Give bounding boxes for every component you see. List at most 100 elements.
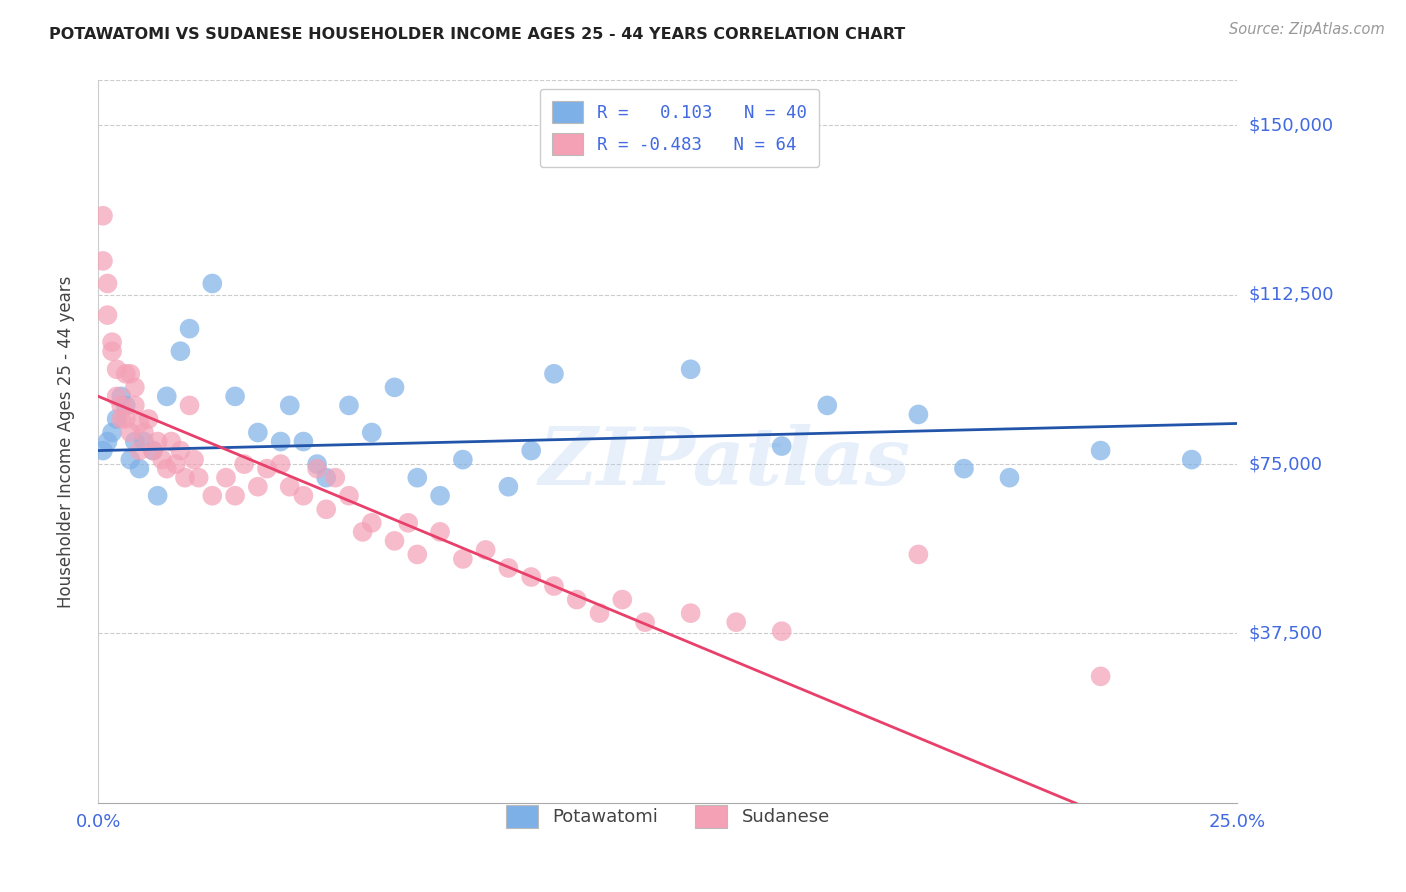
Point <box>246 480 269 494</box>
Point <box>105 389 128 403</box>
Point <box>179 398 201 412</box>
Point <box>110 389 132 403</box>
Point <box>634 615 657 630</box>
Point <box>201 277 224 291</box>
Point <box>725 615 748 630</box>
Point <box>907 548 929 562</box>
Point <box>142 443 165 458</box>
Point <box>132 434 155 449</box>
Point <box>612 592 634 607</box>
Point <box>110 412 132 426</box>
Point <box>120 425 142 440</box>
Point <box>124 380 146 394</box>
Point <box>337 489 360 503</box>
Point <box>256 461 278 475</box>
Point <box>292 489 315 503</box>
Point <box>142 443 165 458</box>
Point <box>224 489 246 503</box>
Point <box>588 606 610 620</box>
Point <box>224 389 246 403</box>
Point <box>352 524 374 539</box>
Point <box>174 470 197 484</box>
Point <box>146 434 169 449</box>
Point <box>101 335 124 350</box>
Point <box>165 457 187 471</box>
Point <box>543 579 565 593</box>
Point <box>1181 452 1204 467</box>
Point <box>520 570 543 584</box>
Point <box>91 253 114 268</box>
Point <box>215 470 238 484</box>
Point <box>451 452 474 467</box>
Point <box>105 362 128 376</box>
Point <box>384 380 406 394</box>
Point <box>91 209 114 223</box>
Point <box>96 434 118 449</box>
Point <box>132 425 155 440</box>
Point <box>565 592 588 607</box>
Point <box>953 461 976 475</box>
Point <box>451 552 474 566</box>
Point <box>498 561 520 575</box>
Point <box>292 434 315 449</box>
Point <box>1090 669 1112 683</box>
Point <box>96 308 118 322</box>
Point <box>105 412 128 426</box>
Text: $112,500: $112,500 <box>1249 285 1334 304</box>
Point <box>233 457 256 471</box>
Point <box>114 412 136 426</box>
Point <box>406 470 429 484</box>
Text: Source: ZipAtlas.com: Source: ZipAtlas.com <box>1229 22 1385 37</box>
Point <box>114 398 136 412</box>
Point <box>360 516 382 530</box>
Point <box>270 434 292 449</box>
Text: ZIPatlas: ZIPatlas <box>538 425 911 502</box>
Point <box>1090 443 1112 458</box>
Point <box>384 533 406 548</box>
Y-axis label: Householder Income Ages 25 - 44 years: Householder Income Ages 25 - 44 years <box>56 276 75 607</box>
Point <box>183 452 205 467</box>
Text: POTAWATOMI VS SUDANESE HOUSEHOLDER INCOME AGES 25 - 44 YEARS CORRELATION CHART: POTAWATOMI VS SUDANESE HOUSEHOLDER INCOM… <box>49 27 905 42</box>
Point <box>498 480 520 494</box>
Point <box>337 398 360 412</box>
Point <box>360 425 382 440</box>
Point <box>679 362 702 376</box>
Point <box>124 398 146 412</box>
Point <box>201 489 224 503</box>
Point <box>998 470 1021 484</box>
Point <box>128 443 150 458</box>
Point <box>520 443 543 458</box>
Point <box>110 398 132 412</box>
Point <box>179 321 201 335</box>
Text: $75,000: $75,000 <box>1249 455 1323 473</box>
Point <box>128 461 150 475</box>
Point <box>278 398 301 412</box>
Point <box>315 470 337 484</box>
Point <box>270 457 292 471</box>
Text: $150,000: $150,000 <box>1249 117 1333 135</box>
Point <box>307 457 329 471</box>
Point <box>278 480 301 494</box>
Point <box>770 624 793 639</box>
Point <box>679 606 702 620</box>
Point <box>156 461 179 475</box>
Point <box>96 277 118 291</box>
Point <box>187 470 209 484</box>
Point <box>307 461 329 475</box>
Point <box>91 443 114 458</box>
Point <box>128 417 150 431</box>
Point <box>146 489 169 503</box>
Point <box>246 425 269 440</box>
Point <box>156 389 179 403</box>
Point <box>429 489 451 503</box>
Point <box>406 548 429 562</box>
Point <box>120 367 142 381</box>
Point <box>150 452 173 467</box>
Point <box>474 542 496 557</box>
Point <box>101 425 124 440</box>
Point <box>138 412 160 426</box>
Point <box>907 408 929 422</box>
Point <box>396 516 419 530</box>
Legend: Potawatomi, Sudanese: Potawatomi, Sudanese <box>496 796 839 837</box>
Point <box>120 452 142 467</box>
